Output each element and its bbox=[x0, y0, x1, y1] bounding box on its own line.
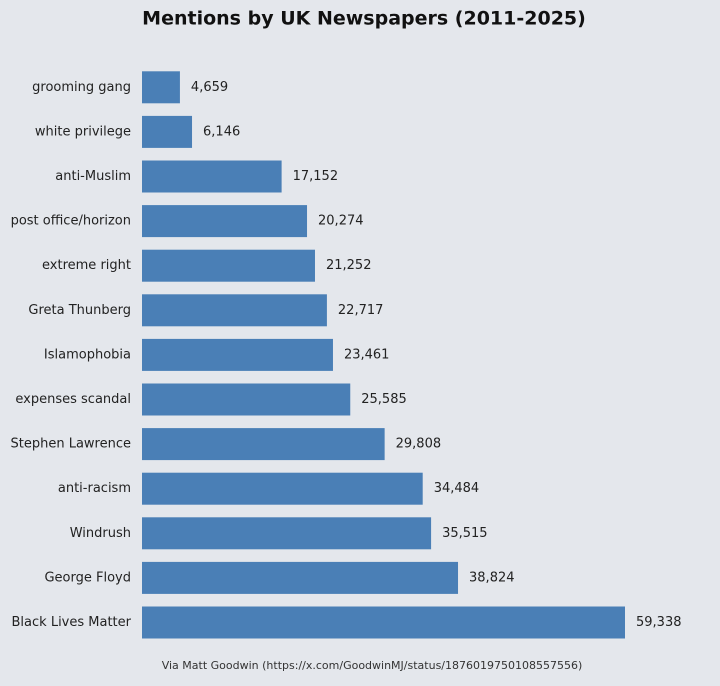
bar bbox=[142, 205, 308, 238]
bar bbox=[142, 428, 385, 461]
bar bbox=[142, 249, 315, 282]
category-label: George Floyd bbox=[44, 570, 131, 585]
bar bbox=[142, 561, 459, 594]
value-label: 25,585 bbox=[361, 392, 407, 407]
category-label: grooming gang bbox=[32, 80, 131, 95]
category-label: Black Lives Matter bbox=[12, 615, 132, 630]
value-label: 35,515 bbox=[442, 526, 488, 541]
category-label: Greta Thunberg bbox=[28, 303, 131, 318]
bar bbox=[142, 115, 193, 148]
bar bbox=[142, 294, 327, 327]
value-label: 34,484 bbox=[434, 481, 480, 496]
category-label: Windrush bbox=[70, 526, 131, 541]
value-label: 29,808 bbox=[396, 437, 442, 452]
category-label: expenses scandal bbox=[15, 392, 131, 407]
value-label: 23,461 bbox=[344, 347, 390, 362]
source-note: Via Matt Goodwin (https://x.com/GoodwinM… bbox=[162, 659, 583, 672]
category-label: white privilege bbox=[35, 124, 131, 139]
value-label: 6,146 bbox=[203, 124, 240, 139]
bar bbox=[142, 160, 282, 193]
category-label: post office/horizon bbox=[11, 214, 131, 229]
value-label: 38,824 bbox=[469, 570, 515, 585]
value-label: 20,274 bbox=[318, 214, 364, 229]
category-label: extreme right bbox=[42, 258, 131, 273]
category-label: Islamophobia bbox=[44, 347, 131, 362]
value-label: 21,252 bbox=[326, 258, 372, 273]
value-label: 17,152 bbox=[293, 169, 339, 184]
bar bbox=[142, 383, 351, 416]
category-label: anti-racism bbox=[58, 481, 131, 496]
bar bbox=[142, 71, 180, 104]
chart-title: Mentions by UK Newspapers (2011-2025) bbox=[142, 8, 586, 30]
value-label: 59,338 bbox=[636, 615, 682, 630]
value-label: 22,717 bbox=[338, 303, 384, 318]
bar bbox=[142, 606, 625, 639]
category-label: anti-Muslim bbox=[55, 169, 131, 184]
bar bbox=[142, 517, 432, 550]
bar bbox=[142, 472, 423, 505]
value-label: 4,659 bbox=[191, 80, 228, 95]
bar bbox=[142, 338, 333, 371]
category-label: Stephen Lawrence bbox=[11, 437, 132, 452]
